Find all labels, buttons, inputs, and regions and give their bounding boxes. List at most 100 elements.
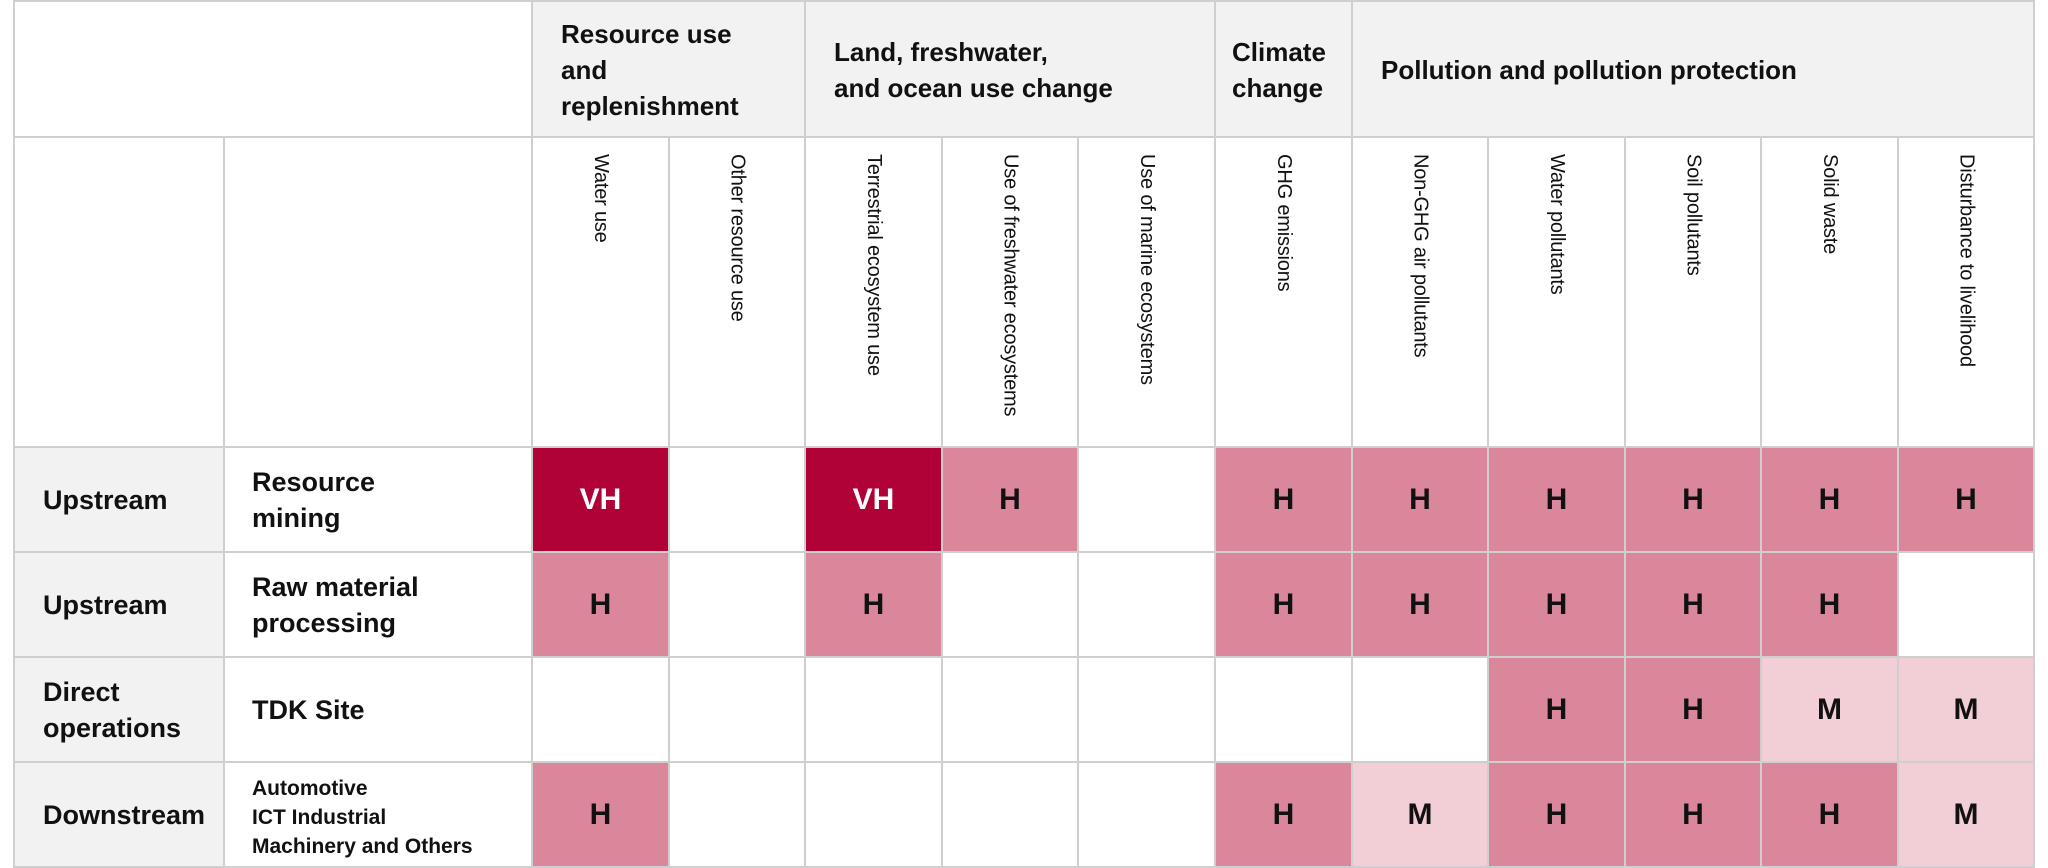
group-header-pollution: Pollution and pollution protection [1351, 0, 2035, 138]
rating-label: M [1817, 692, 1842, 726]
rating-cell: H [1214, 761, 1353, 868]
column-header: Other resource use [668, 136, 806, 448]
process-cell: Automotive ICT Industrial Machinery and … [223, 761, 533, 868]
column-header-label: Water use [590, 154, 612, 243]
stage-label: Downstream [43, 799, 206, 830]
column-header: Disturbance to livelihood [1897, 136, 2035, 448]
column-header: Soil pollutants [1624, 136, 1762, 448]
rating-label: H [1545, 692, 1568, 726]
rating-cell: H [1624, 656, 1762, 763]
rating-cell [668, 761, 806, 868]
rating-label: H [1545, 482, 1568, 516]
stage-label: Upstream [43, 589, 168, 620]
column-header-label: Non-GHG air pollutants [1409, 154, 1432, 358]
rating-cell [1351, 656, 1489, 763]
column-header: Water use [531, 136, 670, 448]
column-header: Terrestrial ecosystem use [804, 136, 943, 448]
rating-cell: H [1487, 446, 1626, 553]
rating-cell: H [531, 761, 670, 868]
rating-label: M [1953, 797, 1979, 831]
column-header-label: Solid waste [1819, 154, 1841, 255]
rating-label: H [1818, 482, 1841, 516]
group-header-climate-change: Climate change [1214, 0, 1353, 138]
stage-label: Direct operations [43, 676, 182, 743]
rating-cell: H [1624, 551, 1762, 658]
table-row: Direct operations TDK Site H H M M [13, 656, 2035, 763]
rating-cell: H [1624, 446, 1762, 553]
table-row: Downstream Automotive ICT Industrial Mach… [13, 761, 2035, 868]
rating-cell: H [941, 446, 1079, 553]
column-header-label: Soil pollutants [1682, 154, 1705, 276]
rating-cell [941, 551, 1079, 658]
rating-label: VH [579, 482, 622, 516]
rating-cell [804, 656, 943, 763]
rating-cell [1077, 446, 1216, 553]
rating-label: H [1545, 797, 1568, 831]
rating-cell [941, 761, 1079, 868]
rating-label: H [589, 587, 612, 621]
rating-cell: H [1760, 446, 1899, 553]
rating-cell: H [1760, 761, 1899, 868]
column-header: Water pollutants [1487, 136, 1626, 448]
column-header-label: Use of freshwater ecosystems [999, 154, 1022, 417]
stage-cell: Direct operations [13, 656, 225, 763]
rating-cell [1077, 761, 1216, 868]
rating-cell [668, 446, 806, 553]
rating-cell: H [531, 551, 670, 658]
process-cell: Resource mining [223, 446, 533, 553]
column-header-label: Other resource use [726, 154, 749, 322]
rating-cell: H [804, 551, 943, 658]
materiality-heatmap-table: Resource use and replenishment Land, fre… [13, 0, 2035, 868]
column-header-label: GHG emissions [1273, 154, 1295, 292]
column-header-label: Disturbance to livelihood [1955, 154, 1978, 367]
column-header-label: Water pollutants [1546, 154, 1568, 295]
rating-label: H [1545, 587, 1568, 621]
process-cell: TDK Site [223, 656, 533, 763]
group-header-land-water-ocean: Land, freshwater, and ocean use change [804, 0, 1216, 138]
rating-cell [804, 761, 943, 868]
rating-label: VH [852, 482, 895, 516]
stage-cell: Upstream [13, 551, 225, 658]
rating-cell: H [1624, 761, 1762, 868]
rating-label: H [1682, 692, 1704, 726]
table-row: Upstream Resource mining VH VH H H H H H H H [13, 446, 2035, 553]
rating-cell: H [1351, 551, 1489, 658]
rating-cell [668, 656, 806, 763]
process-label: Resource mining [252, 466, 376, 533]
column-header-label: Use of marine ecosystems [1136, 154, 1158, 385]
rating-label: H [1409, 482, 1431, 516]
rating-label: H [862, 587, 885, 621]
rating-cell: H [1487, 761, 1626, 868]
table-row: Upstream Raw material processing H H H H H H H [13, 551, 2035, 658]
column-header: Use of marine ecosystems [1077, 136, 1216, 448]
rating-label: H [1682, 587, 1704, 621]
column-header: Solid waste [1760, 136, 1899, 448]
rating-cell: H [1351, 446, 1489, 553]
stage-cell: Upstream [13, 446, 225, 553]
rating-label: H [1272, 587, 1295, 621]
column-header: GHG emissions [1214, 136, 1353, 448]
process-label: Automotive ICT Industrial Machinery and … [252, 777, 473, 858]
rating-label: H [1818, 587, 1841, 621]
rating-cell: M [1897, 761, 2035, 868]
process-header-blank [223, 136, 533, 448]
rating-cell: M [1897, 656, 2035, 763]
corner-blank-cell [13, 0, 533, 138]
rating-cell [668, 551, 806, 658]
rating-cell [1214, 656, 1353, 763]
rating-label: H [1682, 482, 1704, 516]
column-header: Use of freshwater ecosystems [941, 136, 1079, 448]
rating-cell [941, 656, 1079, 763]
rating-cell [1897, 551, 2035, 658]
stage-label: Upstream [43, 484, 168, 515]
rating-cell: H [1487, 656, 1626, 763]
process-label: TDK Site [252, 694, 365, 725]
rating-cell: VH [804, 446, 943, 553]
column-header: Non-GHG air pollutants [1351, 136, 1489, 448]
stage-header-blank [13, 136, 225, 448]
rating-label: M [1407, 797, 1433, 831]
rating-cell: H [1214, 446, 1353, 553]
rating-cell: VH [531, 446, 670, 553]
rating-cell: H [1760, 551, 1899, 658]
rating-label: H [999, 482, 1021, 516]
